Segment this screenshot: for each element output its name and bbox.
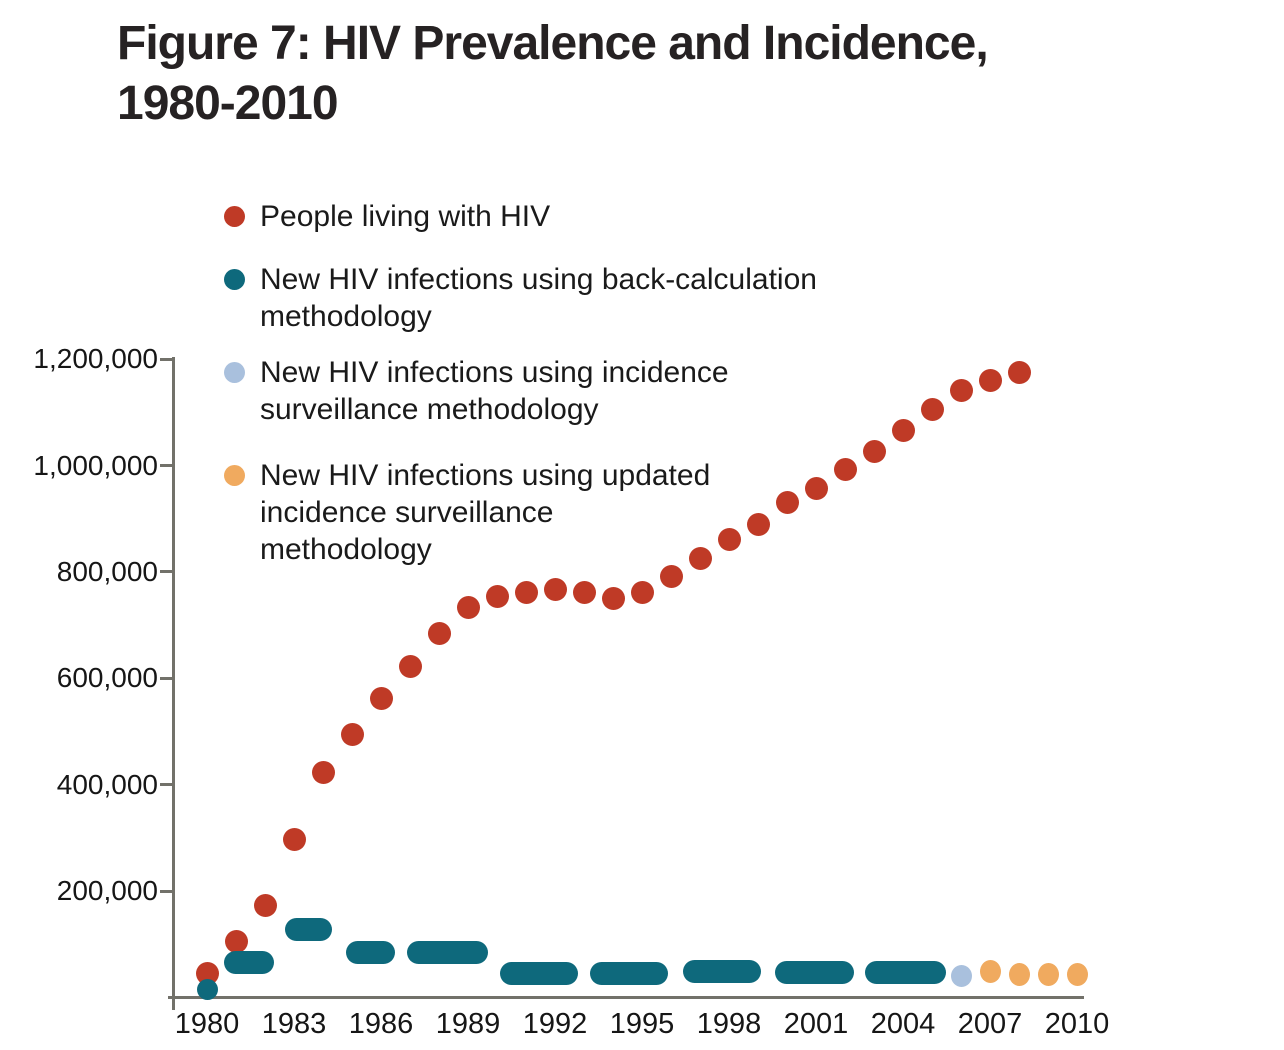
prevalence-dot bbox=[891, 419, 915, 443]
prevalence-dot bbox=[978, 368, 1002, 392]
legend-marker-people-living-with-hiv bbox=[224, 206, 245, 227]
incidence-surveillance-dot bbox=[950, 964, 972, 987]
prevalence-dot bbox=[485, 584, 509, 608]
legend-marker-new-infections-incidence-surveillance bbox=[224, 362, 245, 383]
x-axis-tick-label: 1983 bbox=[261, 1008, 327, 1040]
y-axis-tick bbox=[160, 570, 173, 574]
prevalence-dot bbox=[630, 580, 654, 604]
updated-incidence-dot bbox=[1008, 962, 1030, 986]
y-axis-tick bbox=[160, 676, 173, 680]
backcalc-range-pill bbox=[589, 962, 669, 986]
y-axis-line bbox=[172, 357, 175, 1010]
legend-label-line: People living with HIV bbox=[260, 200, 551, 233]
prevalence-dot bbox=[949, 378, 973, 402]
updated-incidence-dot bbox=[1037, 963, 1059, 987]
backcalc-range-pill bbox=[285, 917, 332, 941]
y-axis-tick bbox=[160, 357, 173, 361]
updated-incidence-dot bbox=[979, 960, 1001, 984]
prevalence-dot bbox=[398, 654, 422, 678]
legend-item-new-infections-updated-incidence-surveillance: New HIV infections using updated incidenc… bbox=[224, 457, 710, 568]
figure-title-line2: 1980-2010 bbox=[117, 77, 339, 130]
backcalc-range-pill bbox=[499, 962, 579, 986]
x-axis-tick-label: 1995 bbox=[609, 1008, 675, 1040]
legend-label-line: New HIV infections using incidence bbox=[260, 356, 729, 389]
prevalence-dot bbox=[804, 476, 828, 500]
x-axis-tick-label: 1986 bbox=[348, 1008, 414, 1040]
backcalc-range-pill bbox=[775, 960, 854, 984]
prevalence-dot bbox=[862, 439, 886, 463]
prevalence-dot bbox=[311, 760, 335, 784]
x-axis-line bbox=[168, 996, 1084, 999]
legend-marker-new-infections-updated-incidence-surveillance bbox=[224, 465, 245, 486]
prevalence-dot bbox=[224, 930, 248, 954]
x-axis-tick-label: 1998 bbox=[696, 1008, 762, 1040]
prevalence-dot bbox=[833, 458, 857, 482]
x-axis-tick-label: 1992 bbox=[522, 1008, 588, 1040]
y-axis-tick-label: 200,000 bbox=[56, 875, 158, 907]
prevalence-dot bbox=[601, 587, 625, 610]
y-axis-tick-label: 1,200,000 bbox=[33, 343, 158, 375]
prevalence-dot bbox=[572, 580, 596, 604]
legend-label: New HIV infections using incidence survei… bbox=[260, 354, 729, 428]
legend-label-line: surveillance methodology bbox=[260, 393, 599, 426]
prevalence-dot bbox=[340, 722, 364, 746]
backcalc-range-pill bbox=[407, 941, 489, 965]
legend-marker-new-infections-back-calculation bbox=[224, 269, 245, 290]
legend-label-line: methodology bbox=[260, 300, 432, 333]
backcalc-dot bbox=[196, 979, 218, 1001]
y-axis-tick-label: 1,000,000 bbox=[33, 449, 158, 481]
y-axis-tick bbox=[160, 783, 173, 787]
y-axis-tick bbox=[160, 889, 173, 893]
backcalc-range-pill bbox=[682, 960, 761, 984]
prevalence-dot bbox=[369, 687, 393, 711]
x-axis-tick-label: 2004 bbox=[870, 1008, 936, 1040]
prevalence-dot bbox=[1007, 360, 1031, 384]
legend-item-new-infections-incidence-surveillance: New HIV infections using incidence survei… bbox=[224, 354, 729, 428]
legend-item-new-infections-back-calculation: New HIV infections using back-calculatio… bbox=[224, 261, 817, 335]
prevalence-dot bbox=[920, 398, 944, 422]
prevalence-dot bbox=[253, 894, 277, 918]
backcalc-range-pill bbox=[865, 960, 947, 984]
x-axis-tick-label: 1980 bbox=[174, 1008, 240, 1040]
legend-label-line: methodology bbox=[260, 533, 432, 566]
legend-label-line: New HIV infections using back-calculatio… bbox=[260, 263, 817, 296]
x-axis-tick-label: 1989 bbox=[435, 1008, 501, 1040]
prevalence-dot bbox=[659, 565, 683, 589]
legend-label-line: incidence surveillance bbox=[260, 496, 554, 529]
prevalence-dot bbox=[514, 580, 538, 604]
prevalence-dot bbox=[717, 528, 741, 552]
x-axis-tick-label: 2001 bbox=[783, 1008, 849, 1040]
legend-label: People living with HIV bbox=[260, 198, 550, 235]
legend-label: New HIV infections using back-calculatio… bbox=[260, 261, 817, 335]
legend-label-line: New HIV infections using updated bbox=[260, 459, 711, 492]
prevalence-dot bbox=[456, 595, 480, 619]
legend-item-people-living-with-hiv: People living with HIV bbox=[224, 198, 550, 235]
y-axis-tick-label: 800,000 bbox=[56, 555, 158, 587]
y-axis-tick bbox=[160, 464, 173, 467]
prevalence-dot bbox=[688, 546, 712, 570]
figure-title: Figure 7: HIV Prevalence and Incidence, … bbox=[117, 14, 989, 134]
y-axis-tick-label: 400,000 bbox=[56, 768, 158, 800]
prevalence-dot bbox=[282, 827, 306, 851]
legend-label: New HIV infections using updated incidenc… bbox=[260, 457, 710, 568]
backcalc-range-pill bbox=[224, 951, 274, 975]
prevalence-dot bbox=[746, 512, 770, 536]
prevalence-dot bbox=[775, 491, 799, 515]
x-axis-tick-label: 2007 bbox=[957, 1008, 1023, 1040]
y-axis-tick-label: 600,000 bbox=[56, 662, 158, 694]
updated-incidence-dot bbox=[1066, 962, 1088, 986]
prevalence-dot bbox=[195, 962, 219, 986]
figure-title-line1: Figure 7: HIV Prevalence and Incidence, bbox=[117, 17, 989, 70]
x-axis-tick-label: 2010 bbox=[1044, 1008, 1110, 1040]
prevalence-dot bbox=[427, 621, 451, 645]
backcalc-range-pill bbox=[346, 941, 396, 965]
prevalence-dot bbox=[543, 578, 567, 602]
